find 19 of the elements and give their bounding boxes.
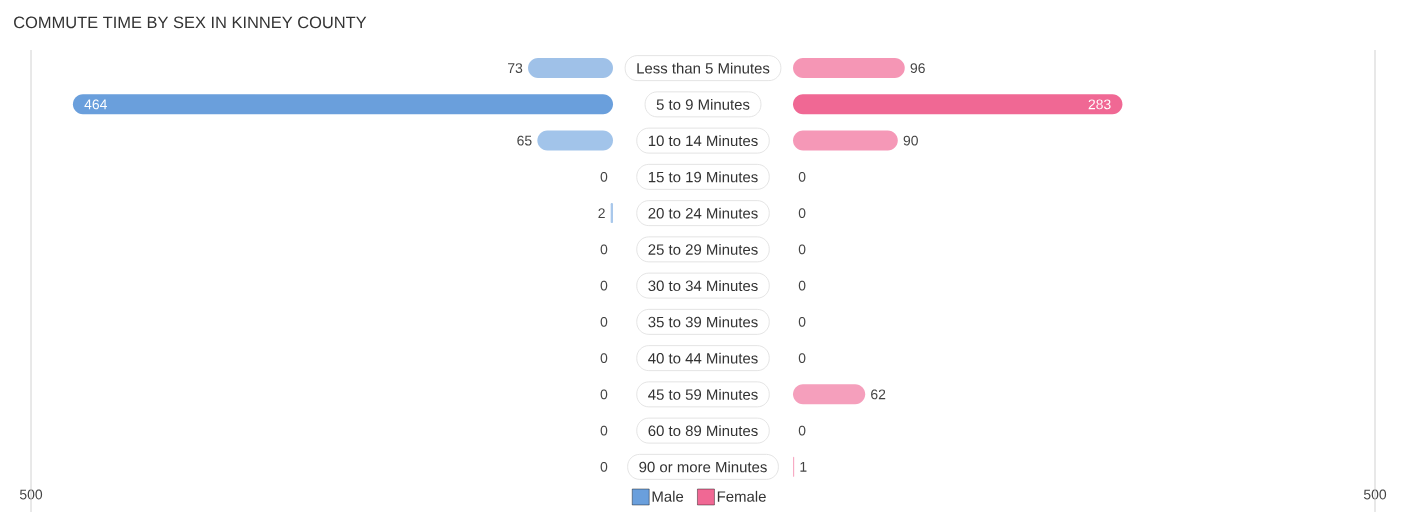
data-label: 96	[910, 63, 925, 74]
data-label: 0	[798, 244, 806, 255]
data-label: 0	[798, 208, 806, 219]
data-label: 0	[798, 353, 806, 364]
data-label: 283	[1088, 99, 1111, 110]
bar	[793, 94, 1123, 115]
bar	[793, 58, 905, 79]
data-label: 90	[903, 135, 918, 146]
data-label: 62	[871, 389, 886, 400]
x-tick-label: 500	[1363, 489, 1387, 500]
data-label: 0	[798, 316, 806, 327]
data-label: 0	[798, 171, 806, 182]
data-label: 1	[800, 462, 807, 472]
data-label: 0	[798, 280, 806, 291]
bar	[793, 130, 898, 151]
data-label: 0	[798, 425, 806, 436]
y-tick-label: 5 to 9 Minutes	[656, 98, 750, 110]
legend-label: Female	[717, 490, 766, 502]
bar	[793, 384, 866, 405]
